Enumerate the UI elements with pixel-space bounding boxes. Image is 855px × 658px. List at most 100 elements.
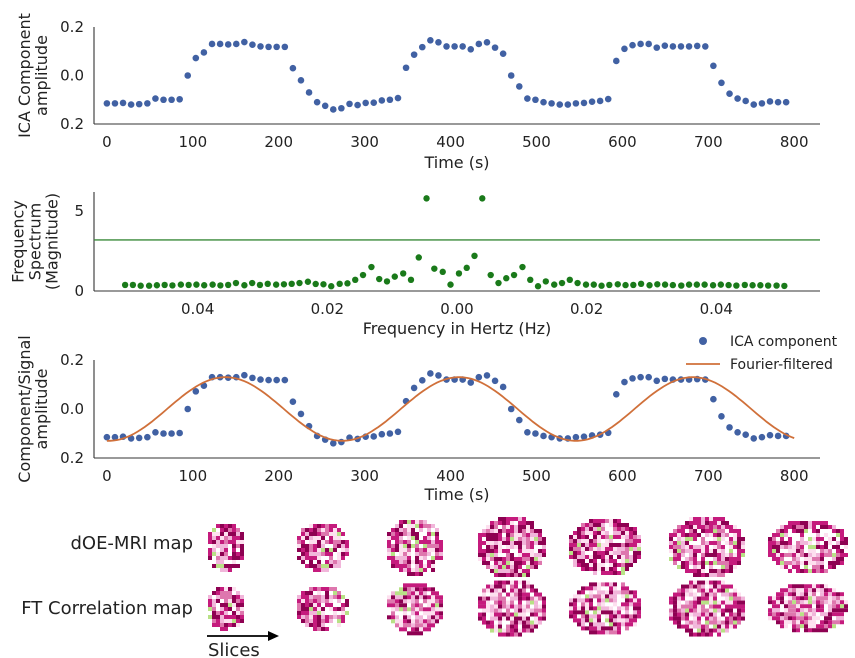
map-pixel xyxy=(617,563,621,567)
map-pixel xyxy=(589,563,593,567)
map-pixel xyxy=(435,591,439,596)
map-pixel xyxy=(526,588,530,593)
map-pixel xyxy=(824,569,828,573)
map-pixel xyxy=(427,532,431,536)
map-pixel xyxy=(788,596,792,601)
map-pixel xyxy=(317,595,321,599)
map-pixel xyxy=(220,548,224,552)
map-pixel xyxy=(224,611,228,615)
ica-point xyxy=(144,433,151,441)
map-pixel xyxy=(506,553,510,557)
ica-point xyxy=(467,46,475,53)
map-pixel xyxy=(502,624,506,629)
map-pixel xyxy=(494,616,498,621)
map-pixel xyxy=(399,599,403,604)
map-pixel xyxy=(693,553,697,557)
map-pixel xyxy=(617,586,621,591)
map-pixel xyxy=(506,517,510,521)
map-pixel xyxy=(812,557,816,561)
map-pixel xyxy=(605,610,609,615)
map-pixel xyxy=(713,533,717,537)
map-pixel xyxy=(514,537,518,541)
map-pixel xyxy=(768,612,772,617)
map-pixel xyxy=(305,564,309,568)
map-pixel xyxy=(717,549,721,553)
map-pixel xyxy=(729,565,733,569)
map-pixel xyxy=(220,536,224,540)
map-pixel xyxy=(589,630,593,635)
map-pixel xyxy=(407,615,411,620)
map-pixel xyxy=(522,561,526,565)
map-pixel xyxy=(403,520,407,524)
map-pixel xyxy=(232,560,236,564)
map-pixel xyxy=(689,596,693,601)
map-pixel xyxy=(431,544,435,548)
map-pixel xyxy=(415,583,419,588)
map-pixel xyxy=(423,520,427,524)
map-pixel xyxy=(542,541,546,545)
map-pixel xyxy=(305,556,309,560)
map-pixel xyxy=(407,603,411,608)
map-pixel xyxy=(333,552,337,556)
map-pixel xyxy=(589,571,593,575)
map-pixel xyxy=(788,600,792,605)
map-pixel xyxy=(705,604,709,609)
map-pixel xyxy=(836,553,840,557)
map-pixel xyxy=(431,568,435,572)
ica-point xyxy=(127,101,135,108)
map-pixel xyxy=(792,584,796,589)
map-pixel xyxy=(800,569,804,573)
map-pixel xyxy=(709,628,713,633)
map-pixel xyxy=(530,549,534,553)
map-pixel xyxy=(621,571,625,575)
map-pixel xyxy=(498,557,502,561)
map-pixel xyxy=(585,527,589,531)
map-pixel xyxy=(625,527,629,531)
spectrum-point xyxy=(359,271,367,279)
map-pixel xyxy=(325,587,329,591)
map-pixel xyxy=(427,611,431,616)
map-pixel xyxy=(812,525,816,529)
map-pixel xyxy=(713,600,717,605)
map-pixel xyxy=(613,535,617,539)
map-pixel xyxy=(828,612,832,617)
map-pixel xyxy=(510,580,514,585)
map-pixel xyxy=(337,599,341,603)
map-pixel xyxy=(709,537,713,541)
map-pixel xyxy=(522,620,526,625)
spectrum-point xyxy=(264,280,271,288)
map-pixel xyxy=(713,557,717,561)
map-pixel xyxy=(681,525,685,529)
map-pixel xyxy=(685,561,689,565)
map-pixel xyxy=(840,596,844,601)
map-pixel xyxy=(804,628,808,633)
map-pixel xyxy=(502,580,506,585)
map-pixel xyxy=(510,592,514,597)
map-pixel xyxy=(605,551,609,555)
map-pixel xyxy=(812,600,816,605)
map-pixel xyxy=(407,548,411,552)
map-pixel xyxy=(832,624,836,629)
map-pixel xyxy=(796,608,800,613)
map-pixel xyxy=(776,541,780,545)
map-pixel xyxy=(705,592,709,597)
map-pixel xyxy=(212,595,216,599)
map-pixel xyxy=(486,588,490,593)
map-pixel xyxy=(776,612,780,617)
map-pixel xyxy=(522,628,526,633)
map-pixel xyxy=(681,553,685,557)
map-pixel xyxy=(697,569,701,573)
map-pixel xyxy=(693,580,697,585)
map-pixel xyxy=(701,525,705,529)
map-pixel xyxy=(333,595,337,599)
map-pixel xyxy=(621,622,625,627)
map-pixel xyxy=(721,557,725,561)
map-pixel xyxy=(776,600,780,605)
map-pixel xyxy=(816,541,820,545)
map-pixel xyxy=(522,596,526,601)
map-pixel xyxy=(486,616,490,621)
map-pixel xyxy=(768,541,772,545)
map-pixel xyxy=(337,595,341,599)
map-pixel xyxy=(403,599,407,604)
map-pixel xyxy=(411,572,415,576)
